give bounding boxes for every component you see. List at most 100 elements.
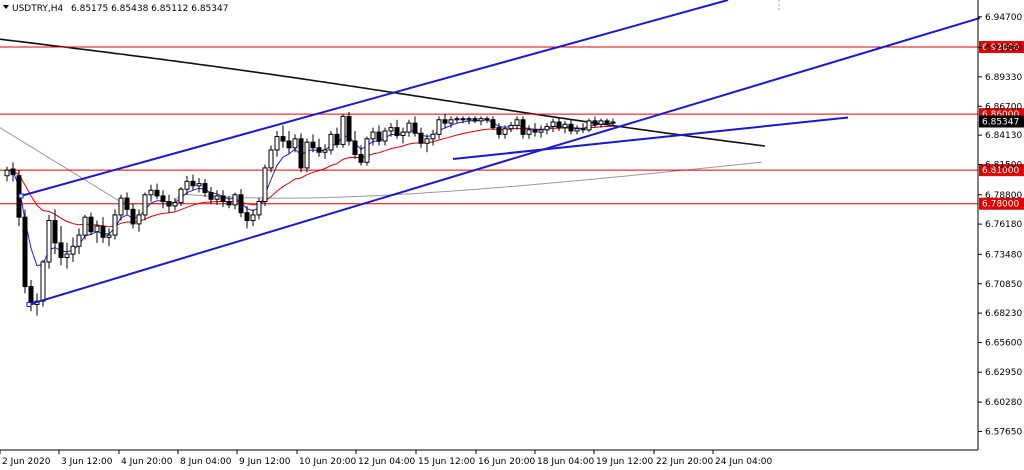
candle-body-bear	[130, 208, 136, 225]
candle	[538, 125, 544, 138]
y-tick-label: 6.62950	[985, 368, 1022, 378]
trendline-anchor-handle[interactable]	[18, 193, 24, 199]
x-tick-label: 16 Jun 20:00	[478, 457, 535, 467]
candle-body-bear	[220, 195, 226, 202]
candle-body-bear	[418, 132, 424, 144]
y-tick-label: 6.73480	[985, 250, 1022, 260]
candle	[430, 129, 436, 146]
candle-body-bull	[526, 129, 532, 135]
candle-body-bear	[484, 118, 490, 121]
candle	[178, 186, 184, 206]
candle	[562, 120, 568, 134]
candle-body-bull	[370, 131, 376, 140]
candle-body-bull	[364, 138, 370, 163]
candle-body-bear	[358, 153, 364, 163]
candle-body-bear	[166, 200, 172, 207]
candle-body-bull	[388, 127, 394, 132]
lower-channel-trendline[interactable]	[28, 16, 981, 306]
candle-body-bear	[208, 192, 214, 200]
candle-body-bull	[610, 121, 616, 124]
candle-body-bull	[598, 120, 604, 125]
ohlc-readout: 6.85175 6.85438 6.85112 6.85347	[71, 4, 228, 14]
candle	[280, 125, 286, 148]
candle-body-bull	[136, 214, 142, 225]
candle	[160, 190, 166, 209]
candle	[448, 116, 454, 128]
level-price-tag	[979, 164, 1024, 177]
candle	[238, 189, 244, 218]
candle	[310, 134, 316, 153]
candle	[418, 127, 424, 148]
candle-body-bear	[352, 140, 358, 155]
candle-body-bull	[508, 124, 514, 130]
candle	[166, 194, 172, 213]
trendline-anchor-handle[interactable]	[26, 301, 32, 307]
candle	[520, 116, 526, 139]
candle	[514, 116, 520, 130]
y-tick-label: 6.65600	[985, 339, 1022, 349]
horizontal-levels: 6.92000 6.86000 6.81000 6.78000 6.85347	[0, 41, 1024, 210]
upper-channel-trendline[interactable]	[20, 0, 729, 197]
candle	[190, 174, 196, 191]
candle-body-bull	[502, 128, 508, 135]
candle-body-bull	[40, 261, 46, 302]
candle-body-bull	[436, 119, 442, 135]
candle-body-bull	[322, 149, 328, 153]
candle	[88, 212, 94, 236]
candle	[556, 117, 562, 131]
candle	[358, 145, 364, 166]
candle-body-bull	[304, 141, 310, 169]
candle-body-bull	[544, 125, 550, 131]
candle-body-bull	[382, 130, 388, 142]
candle-body-bull	[118, 197, 124, 216]
candle-body-bear	[316, 147, 322, 153]
candle-body-bull	[76, 234, 82, 247]
candle	[382, 127, 388, 146]
support-line-trendline[interactable]	[452, 116, 849, 160]
candle	[526, 125, 532, 139]
level-price-label: 6.92000	[982, 43, 1019, 53]
candle-body-bull	[274, 136, 280, 151]
y-tick-label: 6.60280	[985, 398, 1022, 408]
trendlines[interactable]	[18, 0, 981, 307]
y-tick-label: 6.91960	[985, 43, 1022, 53]
candle	[154, 183, 160, 200]
dropdown-arrow-icon[interactable]	[3, 5, 9, 9]
current-price-label: 6.85347	[982, 117, 1019, 127]
candle	[580, 123, 586, 134]
candle	[400, 127, 406, 144]
level-price-tag	[979, 197, 1024, 210]
candle	[274, 130, 280, 157]
candle-body-bear	[226, 200, 232, 206]
candle	[568, 119, 574, 135]
candle	[532, 123, 538, 137]
candle-body-bull	[94, 225, 100, 233]
candle	[376, 125, 382, 146]
candle-body-bull	[562, 123, 568, 129]
y-tick-label: 6.70850	[985, 280, 1022, 290]
candle	[214, 190, 220, 205]
candle	[346, 111, 352, 146]
x-tick-label: 2 Jun 2020	[2, 457, 51, 467]
candle-body-bull	[328, 133, 334, 151]
x-tick-label: 24 Jun 04:00	[715, 457, 772, 467]
candle-body-bear	[28, 286, 34, 305]
candle	[292, 134, 298, 153]
candle-body-bull	[538, 129, 544, 133]
candle-body-bear	[460, 118, 466, 121]
y-tick-label: 6.89330	[985, 73, 1022, 83]
candle-body-bear	[310, 141, 316, 149]
candle-body-bull	[340, 115, 346, 145]
y-tick-label: 6.68230	[985, 309, 1022, 319]
candle	[232, 192, 238, 210]
candle	[424, 134, 430, 153]
candle	[484, 116, 490, 124]
candle	[94, 220, 100, 243]
candle-body-bear	[592, 120, 598, 125]
y-tick-label: 6.84130	[985, 131, 1022, 141]
candle-body-bear	[496, 127, 502, 135]
candle-body-bull	[448, 119, 454, 124]
candle-body-bull	[292, 138, 298, 149]
x-tick-label: 10 Jun 20:00	[299, 457, 356, 467]
